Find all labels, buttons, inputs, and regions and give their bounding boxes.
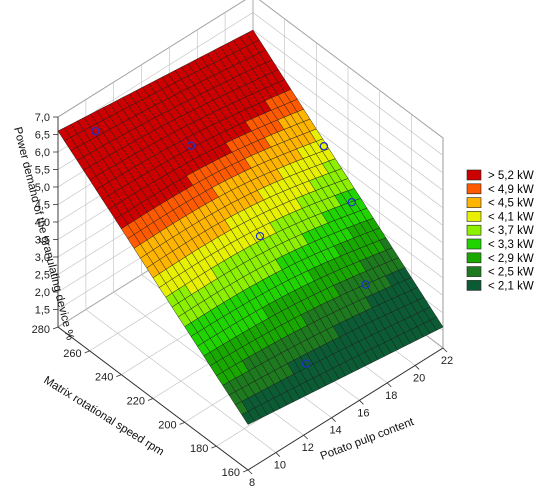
surface-cell (429, 316, 444, 331)
z-tick-label: 2,0 (35, 287, 50, 299)
legend-swatch (466, 211, 482, 222)
y-tick-label: 180 (190, 443, 208, 455)
legend-swatch (466, 197, 482, 208)
x-tick (442, 347, 448, 353)
y-tick (242, 469, 249, 473)
legend-label: < 4,5 kW (488, 198, 534, 210)
z-tick-label: 6,5 (35, 130, 50, 142)
legend-label: < 3,7 kW (488, 225, 534, 237)
z-tick-label: 1,5 (35, 305, 50, 317)
x-tick (331, 417, 336, 422)
z-tick-label: 6,0 (35, 147, 50, 159)
y-tick-label: 280 (32, 324, 50, 336)
x-axis-line (247, 347, 444, 471)
legend-label: < 3,3 kW (488, 239, 534, 251)
data-point (91, 127, 100, 136)
x-tick-label: 18 (385, 390, 397, 402)
y-tick (52, 326, 59, 330)
legend-label: < 4,1 kW (488, 211, 534, 223)
legend-swatch (466, 183, 482, 195)
legend-swatch (466, 169, 482, 181)
x-tick (387, 382, 392, 388)
y-tick-label: 260 (63, 348, 81, 360)
legend-label: > 5,2 kW (488, 170, 534, 182)
y-tick (211, 445, 217, 449)
x-tick (359, 400, 364, 405)
z-tick-label: 5,0 (35, 182, 50, 194)
legend-label: < 2,5 kW (488, 267, 534, 279)
x-tick (303, 434, 308, 440)
data-point (186, 141, 196, 150)
legend-swatch (466, 224, 482, 236)
legend-label: < 2,9 kW (488, 253, 534, 265)
legend-swatch (466, 266, 482, 277)
x-tick (247, 469, 253, 475)
x-tick-label: 22 (441, 355, 453, 367)
legend-label: < 2,1 kW (488, 280, 534, 292)
y-tick (147, 398, 154, 401)
data-point (347, 198, 357, 207)
legend-label: < 4,9 kW (488, 184, 534, 196)
data-point (319, 141, 329, 151)
x-tick (414, 365, 420, 370)
x-axis-title: Potato pulp content (319, 416, 417, 463)
legend: > 5,2 kW < 4,9 kW < 4,5 kW< 4,1 kW < 3,7 kW… (466, 169, 534, 292)
y-tick (116, 374, 122, 378)
observed-points (91, 127, 370, 368)
z-tick-label: 4,0 (35, 217, 50, 229)
y-tick-label: 160 (222, 467, 240, 479)
z-tick-label: 4,5 (35, 200, 50, 212)
y-tick (84, 350, 90, 354)
z-tick-label: 3,5 (35, 235, 50, 247)
x-tick-label: 16 (357, 407, 369, 419)
y-tick (179, 421, 185, 425)
data-point (302, 359, 311, 368)
z-tick-label: 5,5 (35, 165, 50, 177)
x-tick (275, 452, 281, 457)
x-tick-label: 10 (274, 460, 286, 472)
x-tick-label: 20 (413, 372, 425, 384)
x-tick-label: 14 (329, 425, 341, 437)
y-tick-label: 220 (127, 396, 145, 408)
z-tick-label: 3,0 (35, 252, 50, 264)
legend-swatch (466, 280, 482, 291)
legend-swatch (466, 238, 482, 250)
data-point (361, 280, 370, 289)
x-tick-label: 8 (249, 477, 255, 489)
response-surface (57, 29, 444, 425)
data-point (255, 231, 265, 241)
legend-swatch (466, 252, 482, 264)
axis-ticks: 8 10 12 14 16 18 20 22 160 180 200 220 240 260 280 1,5 2… (32, 112, 453, 489)
y-tick-label: 200 (158, 419, 176, 431)
x-tick-label: 12 (302, 442, 314, 454)
z-tick-label: 2,5 (35, 270, 50, 282)
z-tick-label: 7,0 (35, 112, 50, 124)
y-tick-label: 240 (95, 372, 113, 384)
